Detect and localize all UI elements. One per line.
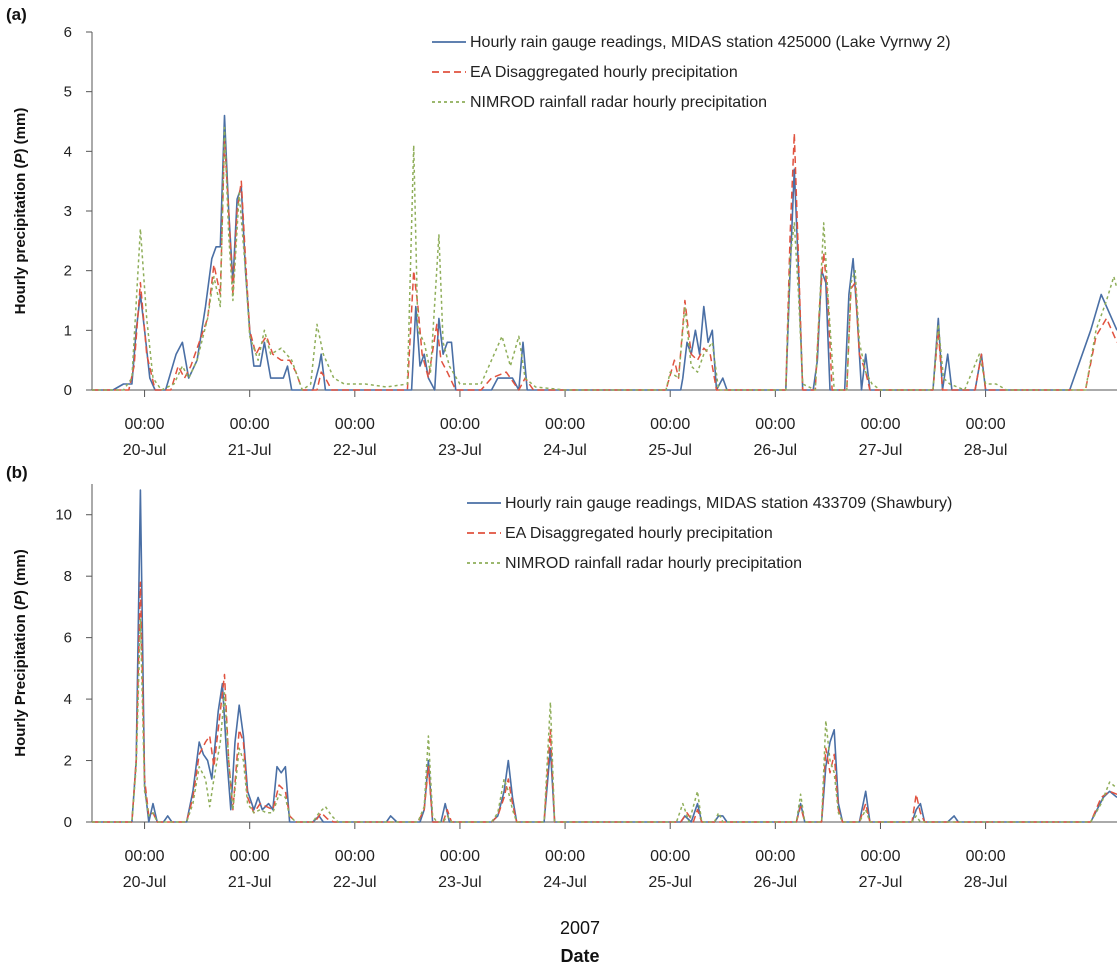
legend-label: Hourly rain gauge readings, MIDAS statio…	[505, 495, 952, 512]
y-tick-label: 0	[64, 814, 72, 831]
y-tick-label: 2	[64, 263, 72, 280]
x-tick-date-label: 24-Jul	[543, 874, 587, 891]
x-tick-date-label: 25-Jul	[648, 442, 692, 459]
x-tick-time-label: 00:00	[125, 416, 165, 433]
chart-panel-b: 0 2 4 6 8 10 00:00 20-Jul 00:00 21-Jul 00:00 22-Jul…	[6, 463, 1117, 891]
x-tick-date-label: 26-Jul	[754, 874, 798, 891]
x-tick-date-label: 28-Jul	[964, 442, 1008, 459]
x-tick-time-label: 00:00	[440, 848, 480, 865]
x-tick-time-label: 00:00	[335, 848, 375, 865]
x-tick-time-label: 00:00	[230, 848, 270, 865]
x-tick-time-label: 00:00	[966, 416, 1006, 433]
x-tick-date-label: 25-Jul	[648, 874, 692, 891]
series-line-nimrod	[92, 126, 1117, 391]
x-tick-date-label: 20-Jul	[123, 442, 167, 459]
y-tick-label: 4	[64, 143, 72, 160]
x-tick-date-label: 22-Jul	[333, 874, 377, 891]
x-axis-title: Date	[560, 946, 599, 966]
x-tick-time-label: 00:00	[860, 848, 900, 865]
x-tick-time-label: 00:00	[545, 416, 585, 433]
x-axis-year-label: 2007	[560, 918, 600, 938]
y-tick-label: 6	[64, 630, 72, 647]
y-tick-label: 0	[64, 382, 72, 399]
legend-label: Hourly rain gauge readings, MIDAS statio…	[470, 34, 951, 51]
x-tick-time-label: 00:00	[755, 416, 795, 433]
x-tick-time-label: 00:00	[440, 416, 480, 433]
series-line-ea	[92, 132, 1117, 391]
x-tick-time-label: 00:00	[650, 416, 690, 433]
legend-label: EA Disaggregated hourly precipitation	[470, 64, 738, 81]
x-tick-time-label: 00:00	[860, 416, 900, 433]
x-tick-time-label: 00:00	[125, 848, 165, 865]
x-tick-time-label: 00:00	[966, 848, 1006, 865]
y-tick-label: 8	[64, 568, 72, 585]
x-tick-time-label: 00:00	[230, 416, 270, 433]
legend-label: EA Disaggregated hourly precipitation	[505, 525, 773, 542]
panel-label: (a)	[6, 5, 27, 24]
x-tick-time-label: 00:00	[650, 848, 690, 865]
x-tick-date-label: 24-Jul	[543, 442, 587, 459]
x-tick-date-label: 20-Jul	[123, 874, 167, 891]
legend-label: NIMROD rainfall radar hourly precipitati…	[470, 94, 767, 111]
series-line-gauge	[92, 114, 1117, 391]
legend-label: NIMROD rainfall radar hourly precipitati…	[505, 555, 802, 572]
x-tick-date-label: 27-Jul	[859, 874, 903, 891]
x-tick-time-label: 00:00	[545, 848, 585, 865]
panel-label: (b)	[6, 463, 28, 482]
y-axis-title: Hourly Precipitation (P) (mm)	[12, 549, 29, 757]
y-tick-label: 2	[64, 753, 72, 770]
chart-panel-a: 0 1 2 3 4 5 6 00:00 20-Jul 00:00 21-Jul 00:00 22-Jul…	[6, 5, 1117, 459]
x-tick-date-label: 26-Jul	[754, 442, 798, 459]
x-tick-date-label: 21-Jul	[228, 442, 272, 459]
series-line-nimrod	[92, 618, 1117, 823]
x-tick-date-label: 22-Jul	[333, 442, 377, 459]
y-tick-label: 5	[64, 84, 72, 101]
y-tick-label: 10	[55, 507, 72, 524]
y-axis-title: Hourly precipitation (P) (mm)	[12, 108, 29, 315]
y-tick-label: 3	[64, 203, 72, 220]
x-tick-date-label: 21-Jul	[228, 874, 272, 891]
y-tick-label: 6	[64, 24, 72, 41]
x-tick-date-label: 23-Jul	[438, 874, 482, 891]
x-tick-date-label: 27-Jul	[859, 442, 903, 459]
x-tick-date-label: 28-Jul	[964, 874, 1008, 891]
x-tick-time-label: 00:00	[335, 416, 375, 433]
series-line-ea	[92, 581, 1117, 823]
x-tick-date-label: 23-Jul	[438, 442, 482, 459]
y-tick-label: 4	[64, 691, 72, 708]
y-tick-label: 1	[64, 322, 72, 339]
x-tick-time-label: 00:00	[755, 848, 795, 865]
